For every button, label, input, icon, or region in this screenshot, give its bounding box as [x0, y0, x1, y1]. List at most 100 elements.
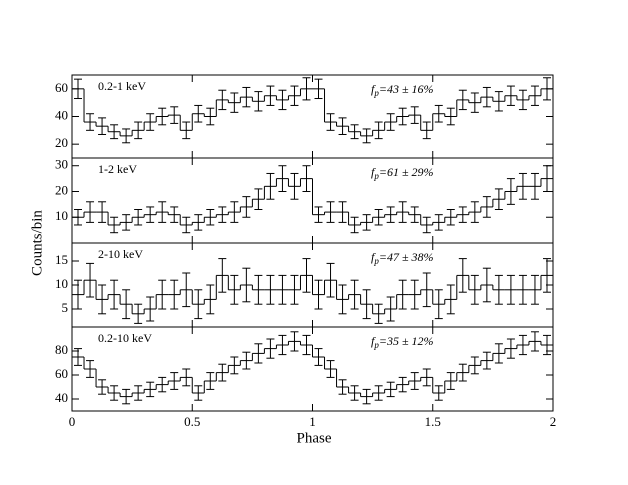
error-bar [542, 334, 551, 356]
error-bar [170, 106, 179, 124]
error-bar [182, 272, 191, 308]
error-bar [242, 267, 251, 303]
error-bar [518, 334, 527, 356]
error-bar [314, 78, 323, 100]
error-bar [230, 356, 239, 375]
error-bar [122, 388, 131, 405]
error-bar [374, 209, 383, 226]
error-bar [230, 92, 239, 113]
error-bar [110, 124, 119, 140]
error-bar [290, 85, 299, 106]
x-tick-label: 0.5 [184, 414, 200, 429]
error-bar [74, 348, 83, 366]
error-bar [182, 216, 191, 234]
error-bar [242, 351, 251, 370]
error-bar [422, 121, 431, 140]
y-tick-label: 40 [55, 390, 68, 405]
annotation-symbol: f [371, 250, 376, 264]
error-bar [470, 201, 479, 223]
error-bar [302, 165, 311, 192]
annotation-sub: p [373, 340, 379, 350]
error-bar [374, 303, 383, 324]
error-bar [482, 351, 491, 370]
error-bar [278, 334, 287, 356]
error-bar [518, 172, 527, 200]
error-bar [374, 385, 383, 401]
error-bar [122, 128, 131, 144]
error-bar [254, 274, 263, 305]
error-bar [434, 385, 443, 401]
error-bar [302, 77, 311, 101]
error-bar [494, 274, 503, 305]
error-bar [542, 77, 551, 101]
error-bar [518, 89, 527, 111]
error-bar [506, 85, 515, 106]
error-bar [530, 172, 539, 200]
error-bar [446, 372, 455, 390]
annotation-text: =43 ± 16% [379, 82, 434, 96]
error-bar [98, 379, 107, 395]
annotation-symbol: f [371, 165, 376, 179]
panel-label: 2-10 keV [98, 247, 143, 261]
error-bar [506, 178, 515, 205]
annotation: fp=61 ± 29% [371, 165, 434, 181]
y-tick-label: 60 [55, 366, 68, 381]
annotation-sub: p [373, 88, 379, 98]
error-bar [458, 258, 467, 293]
error-bar [254, 91, 263, 112]
error-bar [530, 331, 539, 352]
error-bar [98, 117, 107, 135]
panel-label: 0.2-10 keV [98, 331, 152, 345]
error-bar [374, 121, 383, 140]
error-bar [314, 206, 323, 223]
error-bar [482, 196, 491, 218]
error-bar [446, 107, 455, 126]
error-bar [410, 106, 419, 124]
y-tick-label: 10 [55, 276, 68, 291]
y-tick-label: 5 [62, 300, 69, 315]
error-bar [410, 206, 419, 223]
error-bar [134, 121, 143, 140]
error-bar [362, 388, 371, 405]
error-bar [470, 92, 479, 113]
error-bar [206, 107, 215, 126]
y-tick-label: 15 [55, 252, 68, 267]
error-bar [146, 381, 155, 398]
error-bar [434, 214, 443, 231]
error-bar [170, 372, 179, 390]
annotation-sub: p [373, 171, 379, 181]
y-tick-label: 60 [55, 80, 68, 95]
error-bar [518, 274, 527, 305]
error-bar [542, 165, 551, 192]
x-tick-label: 1 [309, 414, 316, 429]
x-axis-label: Phase [297, 430, 332, 446]
error-bar [230, 274, 239, 305]
error-bar [302, 258, 311, 293]
error-bar [290, 274, 299, 305]
error-bar [218, 363, 227, 382]
error-bar [398, 201, 407, 223]
error-bar [194, 104, 203, 123]
error-bar [458, 363, 467, 382]
error-bar [146, 296, 155, 322]
error-bar [278, 89, 287, 111]
annotation-text: =61 ± 29% [379, 165, 434, 179]
error-bar [134, 209, 143, 226]
error-bar [506, 338, 515, 359]
error-bar [434, 104, 443, 123]
error-bar [470, 274, 479, 305]
error-bar [350, 124, 359, 140]
error-bar [338, 379, 347, 395]
error-bar [86, 360, 95, 378]
error-bar [254, 188, 263, 211]
error-bar [74, 209, 83, 226]
error-bar [422, 272, 431, 308]
error-bar [386, 296, 395, 322]
error-bar [506, 274, 515, 305]
error-bar [74, 78, 83, 100]
error-bar [206, 284, 215, 315]
error-bar [530, 85, 539, 106]
error-bar [194, 214, 203, 231]
error-bar [326, 262, 335, 298]
